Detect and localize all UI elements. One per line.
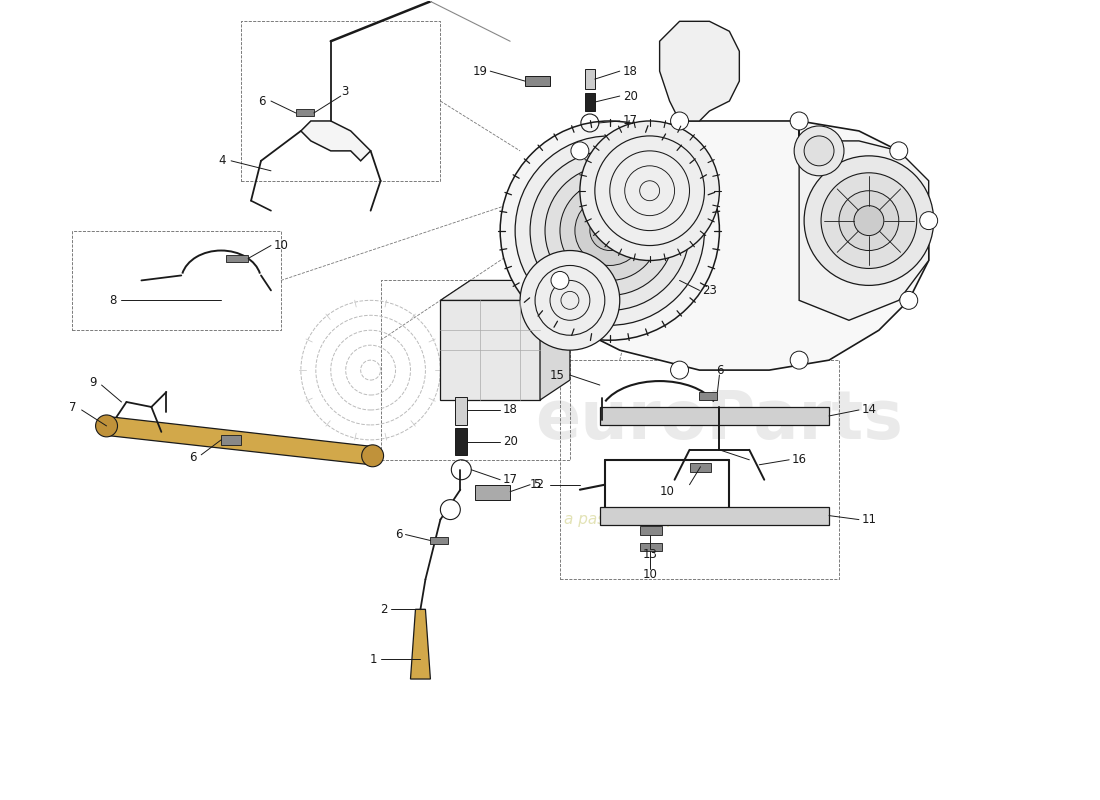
Circle shape bbox=[515, 136, 704, 326]
Text: 3: 3 bbox=[341, 85, 348, 98]
Circle shape bbox=[362, 445, 384, 466]
Text: 7: 7 bbox=[69, 402, 77, 414]
Circle shape bbox=[440, 500, 460, 519]
Text: 13: 13 bbox=[642, 548, 657, 561]
Circle shape bbox=[900, 291, 917, 310]
Circle shape bbox=[821, 173, 916, 269]
Text: 16: 16 bbox=[792, 454, 807, 466]
Circle shape bbox=[609, 151, 690, 230]
Circle shape bbox=[640, 181, 660, 201]
Text: 9: 9 bbox=[89, 375, 97, 389]
Circle shape bbox=[561, 291, 579, 310]
Text: 5: 5 bbox=[534, 478, 540, 491]
Circle shape bbox=[551, 271, 569, 290]
Polygon shape bbox=[410, 610, 430, 679]
Bar bbox=[455, 397, 468, 425]
Circle shape bbox=[890, 142, 908, 160]
Circle shape bbox=[671, 361, 689, 379]
Bar bbox=[221, 435, 241, 445]
Text: 20: 20 bbox=[623, 90, 638, 102]
Text: 20: 20 bbox=[503, 435, 518, 448]
Text: 6: 6 bbox=[258, 94, 266, 107]
Polygon shape bbox=[600, 407, 829, 425]
Bar bbox=[227, 254, 249, 262]
Circle shape bbox=[854, 206, 883, 235]
Circle shape bbox=[575, 196, 645, 266]
Circle shape bbox=[790, 112, 808, 130]
Text: 10: 10 bbox=[274, 239, 289, 252]
Circle shape bbox=[535, 266, 605, 335]
Polygon shape bbox=[440, 281, 570, 300]
Circle shape bbox=[804, 156, 934, 286]
Polygon shape bbox=[660, 22, 739, 121]
Circle shape bbox=[530, 151, 690, 310]
Text: 8: 8 bbox=[109, 294, 117, 307]
Text: 2: 2 bbox=[381, 602, 387, 616]
Text: 14: 14 bbox=[862, 403, 877, 417]
Circle shape bbox=[571, 142, 588, 160]
Bar bbox=[585, 69, 595, 89]
Text: 10: 10 bbox=[642, 568, 657, 581]
Text: 11: 11 bbox=[862, 513, 877, 526]
Bar bbox=[585, 93, 595, 111]
Bar bbox=[430, 537, 449, 545]
Text: 17: 17 bbox=[623, 114, 638, 127]
Text: 10: 10 bbox=[660, 485, 674, 498]
Polygon shape bbox=[520, 121, 928, 370]
Text: 23: 23 bbox=[703, 284, 717, 297]
Text: 4: 4 bbox=[219, 154, 227, 167]
Text: 18: 18 bbox=[503, 403, 518, 417]
Circle shape bbox=[544, 166, 674, 295]
Text: 6: 6 bbox=[716, 364, 723, 377]
Bar bbox=[455, 428, 468, 455]
Text: 1: 1 bbox=[370, 653, 377, 666]
Bar bbox=[475, 485, 510, 500]
Circle shape bbox=[920, 212, 937, 230]
Text: 6: 6 bbox=[395, 528, 403, 541]
Circle shape bbox=[580, 121, 719, 261]
Circle shape bbox=[625, 166, 674, 216]
Text: 19: 19 bbox=[472, 65, 487, 78]
Circle shape bbox=[804, 136, 834, 166]
Polygon shape bbox=[540, 281, 570, 400]
Circle shape bbox=[560, 181, 660, 281]
Circle shape bbox=[671, 112, 689, 130]
Bar bbox=[640, 542, 661, 551]
Bar bbox=[296, 109, 314, 116]
Bar bbox=[700, 392, 717, 400]
Circle shape bbox=[794, 126, 844, 176]
Text: 6: 6 bbox=[189, 451, 196, 464]
Text: 18: 18 bbox=[623, 65, 638, 78]
Polygon shape bbox=[799, 121, 928, 320]
Text: 15: 15 bbox=[550, 369, 565, 382]
Bar bbox=[640, 526, 661, 534]
Text: euroParts: euroParts bbox=[536, 387, 903, 453]
Circle shape bbox=[520, 250, 619, 350]
Circle shape bbox=[550, 281, 590, 320]
Circle shape bbox=[600, 221, 619, 241]
Bar bbox=[525, 76, 550, 86]
Polygon shape bbox=[101, 417, 375, 465]
Circle shape bbox=[790, 351, 808, 369]
Circle shape bbox=[590, 210, 629, 250]
Circle shape bbox=[500, 121, 719, 340]
Bar bbox=[440, 300, 540, 400]
Circle shape bbox=[96, 415, 118, 437]
Text: a passion for parts since 1985: a passion for parts since 1985 bbox=[564, 512, 795, 527]
Circle shape bbox=[595, 136, 704, 246]
Bar bbox=[690, 462, 712, 472]
Circle shape bbox=[839, 190, 899, 250]
Text: 12: 12 bbox=[530, 478, 544, 491]
Polygon shape bbox=[600, 506, 829, 525]
Polygon shape bbox=[301, 121, 371, 161]
Text: 17: 17 bbox=[503, 474, 518, 486]
